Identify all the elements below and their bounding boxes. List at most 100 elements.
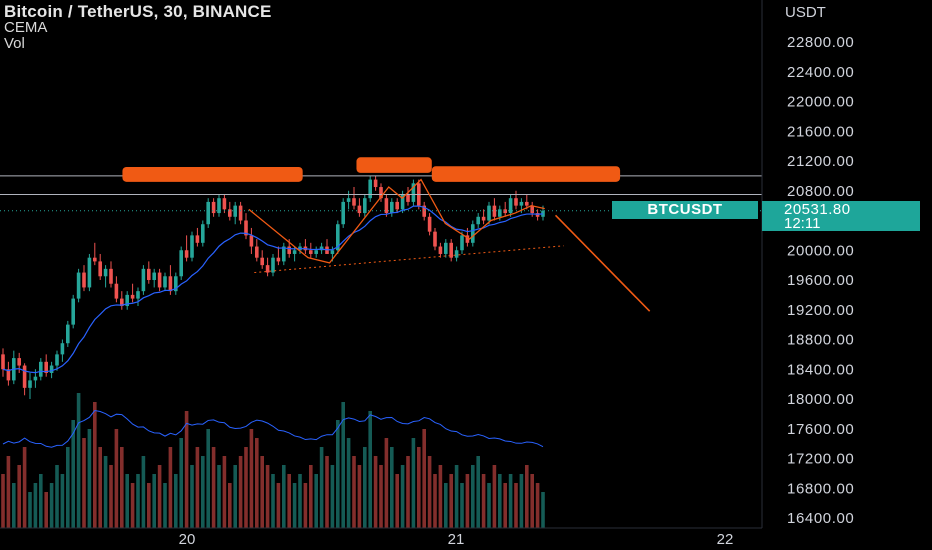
volume-bar (168, 447, 173, 528)
volume-bar (519, 474, 524, 528)
candle-body (28, 380, 32, 388)
y-tick-label: 17200.00 (787, 451, 854, 468)
candle-body (249, 235, 254, 247)
volume-bar (303, 483, 308, 528)
y-tick-label: 21600.00 (787, 123, 854, 140)
candle-body (525, 201, 529, 206)
volume-bar (49, 483, 54, 528)
volume-bar (525, 465, 529, 528)
candle-body (422, 205, 426, 217)
candle-body (17, 358, 21, 366)
volume-bar (341, 402, 345, 528)
volume-bar (492, 465, 497, 528)
candle-body (87, 257, 92, 288)
candle-body (244, 220, 248, 236)
volume-bar (109, 465, 113, 528)
volume-bar (33, 483, 38, 528)
volume-bar (411, 438, 416, 528)
volume-bar (120, 447, 124, 528)
volume-bar (427, 456, 432, 528)
volume-bar (233, 465, 237, 528)
volume-bar (238, 456, 243, 528)
symbol-title[interactable]: Bitcoin / TetherUS, 30, BINANCE (4, 2, 272, 21)
candle-body (444, 242, 448, 254)
y-tick-label: 19200.00 (787, 302, 854, 319)
pattern-path (248, 178, 545, 264)
candle-body (363, 198, 367, 214)
candle-body (460, 235, 464, 251)
annotations (0, 157, 762, 312)
volume-bar (174, 474, 178, 528)
y-tick-label: 20800.00 (787, 183, 854, 200)
candle-body (292, 250, 297, 254)
candle-body (438, 246, 443, 254)
axis-currency: USDT (785, 4, 826, 21)
indicator-vol[interactable]: Vol (4, 35, 25, 52)
volume-bars (1, 393, 545, 528)
candle-body (174, 276, 178, 292)
support-trendline (254, 245, 564, 274)
projection-line (554, 214, 651, 312)
volume-bar (130, 483, 135, 528)
volume-bar (417, 447, 421, 528)
candle-body (184, 250, 189, 258)
y-axis: USDT 22800.00 22400.00 22000.00 21600.00 2120… (761, 0, 932, 550)
candle-body (147, 268, 151, 280)
volume-bar (406, 456, 410, 528)
candle-body (55, 354, 59, 366)
candle-body (60, 343, 65, 355)
volume-bar (476, 456, 480, 528)
volume-bar (481, 474, 486, 528)
last-price-label: 20531.80 12:11 (762, 201, 920, 231)
y-tick-label: 20000.00 (787, 242, 854, 259)
volume-bar (298, 474, 302, 528)
volume-bar (136, 474, 140, 528)
candle-body (201, 224, 205, 243)
candle-body (336, 224, 340, 251)
volume-bar (282, 465, 286, 528)
volume-bar (319, 447, 324, 528)
volume-bar (55, 465, 59, 528)
candles (1, 175, 545, 399)
bar-countdown: 12:11 (784, 215, 821, 232)
volume-bar (395, 474, 399, 528)
volume-bar (433, 474, 437, 528)
x-tick-label: 20 (179, 531, 196, 548)
candle-body (49, 365, 54, 373)
candle-body (130, 294, 135, 299)
candle-body (535, 213, 540, 217)
candle-body (71, 298, 75, 325)
volume-bar (22, 447, 27, 528)
candle-body (481, 216, 486, 221)
resistance-zone-box (431, 166, 621, 182)
volume-bar (287, 474, 291, 528)
volume-bar (44, 492, 48, 528)
candle-body (406, 194, 410, 202)
volume-bar (222, 456, 227, 528)
candle-body (384, 198, 389, 214)
volume-bar (379, 465, 383, 528)
volume-bar (438, 465, 443, 528)
y-tick-label: 22000.00 (787, 94, 854, 111)
volume-bar (244, 447, 248, 528)
candle-body (211, 201, 216, 214)
y-tick-label: 22800.00 (787, 34, 854, 51)
volume-bar (357, 465, 362, 528)
candle-body (109, 268, 113, 284)
volume-bar (103, 456, 108, 528)
candle-body (39, 361, 43, 377)
candle-body (498, 209, 502, 217)
candle-body (487, 205, 491, 221)
volume-bar (76, 393, 81, 528)
candle-body (541, 210, 545, 217)
indicator-cema[interactable]: CEMA (4, 19, 48, 36)
volume-bar (114, 429, 119, 528)
candle-body (238, 205, 243, 221)
volume-bar (93, 402, 97, 528)
candle-body (368, 179, 372, 199)
candle-body (373, 179, 378, 188)
volume-bar (184, 411, 189, 528)
volume-bar (71, 420, 75, 528)
volume-bar (211, 447, 216, 528)
